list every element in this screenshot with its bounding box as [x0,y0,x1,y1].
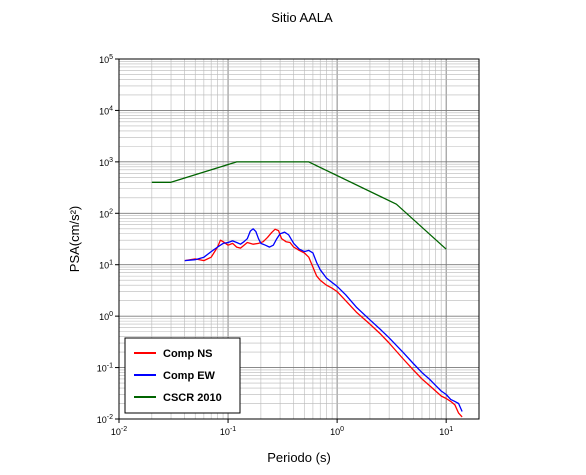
x-tick-label: 10-1 [220,426,236,437]
y-tick-label: 100 [99,311,113,322]
y-tick-label: 105 [99,54,113,65]
series-line-cscr-2010 [151,161,447,250]
y-tick-label: 104 [99,105,113,116]
legend-label-comp-ns: Comp NS [163,348,213,360]
x-tick-label: 100 [330,426,344,437]
y-tick-label: 101 [99,260,113,271]
legend-label-cscr-2010: CSCR 2010 [163,392,222,404]
series-line-comp-ns [184,228,463,418]
series-group [151,161,463,418]
legend-label-comp-ew: Comp EW [163,370,216,382]
y-tick-label: 10-2 [97,414,113,425]
y-tick-label: 10-1 [97,363,113,374]
x-tick-label: 101 [439,426,453,437]
chart-title: Sitio AALA [271,10,333,25]
axis-ticks: 10-2 10-1 100 101 10-2 10-1 100 101 102 103 104 105 [97,54,453,437]
legend: Comp NS Comp EW CSCR 2010 [124,337,241,414]
plot-frame [118,58,480,420]
series-line-comp-ew [184,228,463,412]
x-axis-label: Periodo (s) [267,450,331,465]
y-axis-label: PSA(cm/s²) [67,206,82,272]
y-tick-label: 103 [99,157,113,168]
y-tick-label: 102 [99,208,113,219]
x-tick-label: 10-2 [111,426,127,437]
